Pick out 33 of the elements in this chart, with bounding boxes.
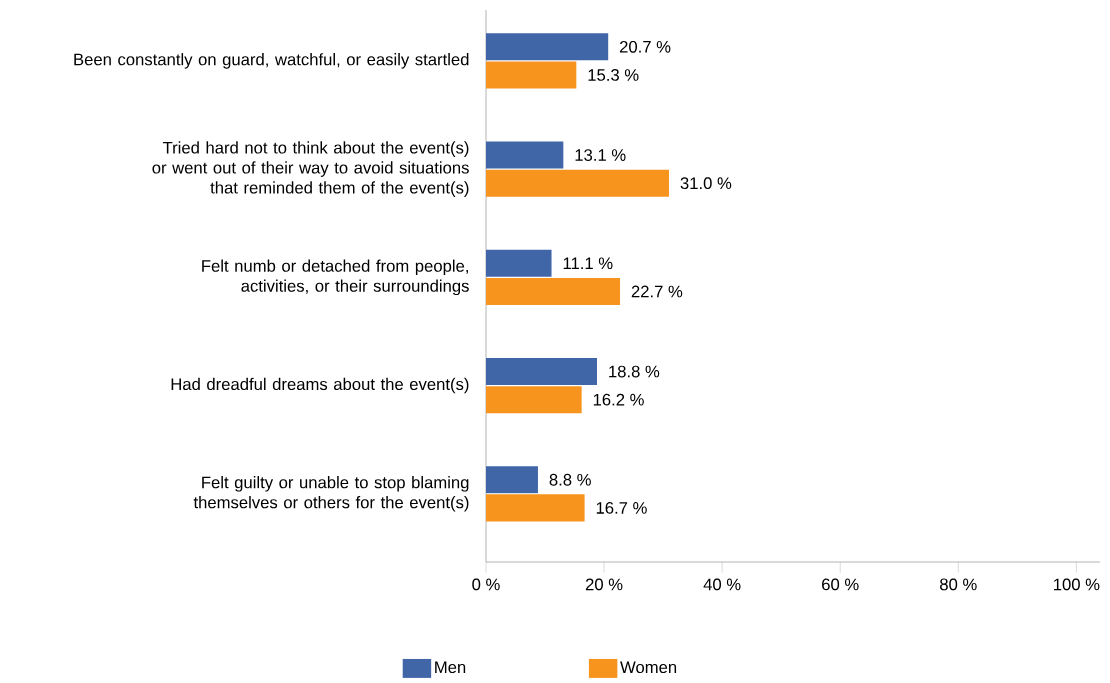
data-label: 8.8 %: [549, 473, 591, 486]
bar: [486, 386, 582, 414]
bar: [486, 33, 609, 61]
data-label: 20.7 %: [619, 40, 671, 53]
bar: [486, 494, 585, 522]
x-tick-label: 100 %: [1054, 578, 1100, 591]
bar: [486, 141, 564, 169]
x-tick-label: 80 %: [940, 578, 977, 591]
data-label: 16.7 %: [596, 502, 647, 514]
bar: [486, 61, 577, 89]
legend-label: Men: [435, 661, 466, 674]
y-tick-label: Tried hard not to think about the event(s) or went out of their way to avoid situations that reminded them of the event(s): [152, 141, 469, 197]
y-tick-label: Been constantly on guard, watchful, or easily startled: [74, 53, 469, 69]
y-tick-label: Had dreadful dreams about the event(s): [171, 377, 469, 394]
x-tick-label: 40 %: [703, 578, 741, 591]
bar: [486, 169, 670, 197]
data-label: 18.8 %: [609, 365, 660, 378]
x-tick-label: 20 %: [585, 578, 623, 591]
data-label: 15.3 %: [588, 69, 639, 81]
data-label: 22.7 %: [631, 285, 683, 298]
bar: [486, 466, 538, 494]
bar: [486, 357, 597, 386]
data-label: 16.2 %: [593, 393, 644, 406]
bar: [486, 277, 621, 305]
data-label: 31.0 %: [680, 177, 732, 190]
legend-label: Women: [620, 661, 677, 674]
y-tick-label: Felt guilty or unable to stop blaming themselves or others for the event(s): [193, 476, 469, 512]
data-label: 11.1 %: [563, 257, 613, 270]
x-tick-label: 60 %: [822, 578, 859, 591]
bar: [486, 249, 552, 277]
y-tick-label: Felt numb or detached from people, activities, or their surroundings: [202, 259, 469, 296]
x-tick-label: 0 %: [472, 578, 500, 591]
data-label: 13.1 %: [575, 149, 626, 161]
